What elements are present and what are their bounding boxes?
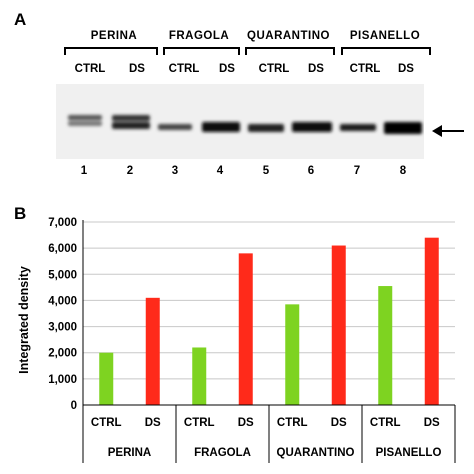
- x-group-label: PERINA: [108, 447, 151, 459]
- bar-ds: [145, 297, 160, 405]
- bar-ctrl: [99, 352, 114, 405]
- western-blot-image: [56, 84, 424, 159]
- x-tick-label: DS: [238, 417, 254, 429]
- x-tick-label: DS: [145, 417, 161, 429]
- bracket-fragola: [163, 47, 240, 55]
- x-tick-label: CTRL: [184, 417, 215, 429]
- variety-label-quarantino: QUARANTINO: [247, 30, 330, 42]
- y-tick-label: 4,000: [48, 295, 77, 307]
- bar-ctrl: [192, 347, 207, 405]
- bar-ds: [424, 237, 439, 405]
- lane-number: 1: [80, 165, 88, 177]
- bracket-perina: [64, 47, 158, 55]
- bar-ctrl: [285, 304, 300, 405]
- bar-ds: [238, 253, 253, 405]
- y-tick-label: 6,000: [48, 243, 77, 255]
- lane-number: 5: [262, 165, 270, 177]
- y-tick-label: 0: [71, 400, 77, 412]
- condition-label: CTRL: [74, 63, 106, 75]
- bar-ds: [331, 245, 346, 405]
- lane-number: 6: [307, 165, 315, 177]
- variety-label-fragola: FRAGOLA: [168, 30, 230, 42]
- x-tick-label: CTRL: [370, 417, 401, 429]
- bars: [99, 237, 439, 405]
- x-group-label: FRAGOLA: [194, 447, 251, 459]
- x-tick-label: DS: [331, 417, 347, 429]
- lane-number: 3: [171, 165, 179, 177]
- bracket-quarantino: [245, 47, 335, 55]
- y-tick-label: 2,000: [48, 348, 77, 360]
- bar-ctrl: [378, 286, 393, 405]
- x-group-label: PISANELLO: [376, 447, 442, 459]
- x-group-label: QUARANTINO: [277, 447, 355, 459]
- variety-label-pisanello: PISANELLO: [349, 30, 421, 42]
- condition-label: CTRL: [168, 63, 200, 75]
- axes: 0 1,000 2,000 3,000 4,000 5,000 6,000 7,000 CTRL…: [48, 217, 456, 463]
- x-tick-label: CTRL: [91, 417, 122, 429]
- condition-label: DS: [398, 63, 414, 75]
- lane-number: 2: [126, 165, 134, 177]
- bar-chart: 0 1,000 2,000 3,000 4,000 5,000 6,000 7,000 CTRL…: [17, 217, 456, 463]
- gridlines: [83, 221, 455, 380]
- bracket-pisanello: [341, 47, 431, 55]
- x-tick-label: CTRL: [277, 417, 308, 429]
- condition-label: DS: [308, 63, 324, 75]
- x-tick-label: DS: [424, 417, 440, 429]
- y-tick-label: 5,000: [48, 269, 77, 281]
- y-tick-label: 3,000: [48, 322, 77, 334]
- condition-label: CTRL: [349, 63, 381, 75]
- variety-label-perina: PERINA: [90, 30, 138, 42]
- western-blot-bands: [56, 84, 424, 159]
- condition-label: CTRL: [258, 63, 290, 75]
- y-axis-label: Integrated density: [17, 266, 31, 374]
- y-tick-label: 1,000: [48, 374, 77, 386]
- arrow-left-icon: [432, 125, 464, 137]
- lane-number: 7: [353, 165, 361, 177]
- y-tick-label: 7,000: [48, 217, 77, 229]
- panel-b-letter: B: [14, 204, 27, 223]
- condition-label: DS: [129, 63, 145, 75]
- condition-label: DS: [219, 63, 235, 75]
- lane-number: 8: [399, 165, 407, 177]
- lane-number: 4: [216, 165, 224, 177]
- panel-a-letter: A: [14, 10, 27, 29]
